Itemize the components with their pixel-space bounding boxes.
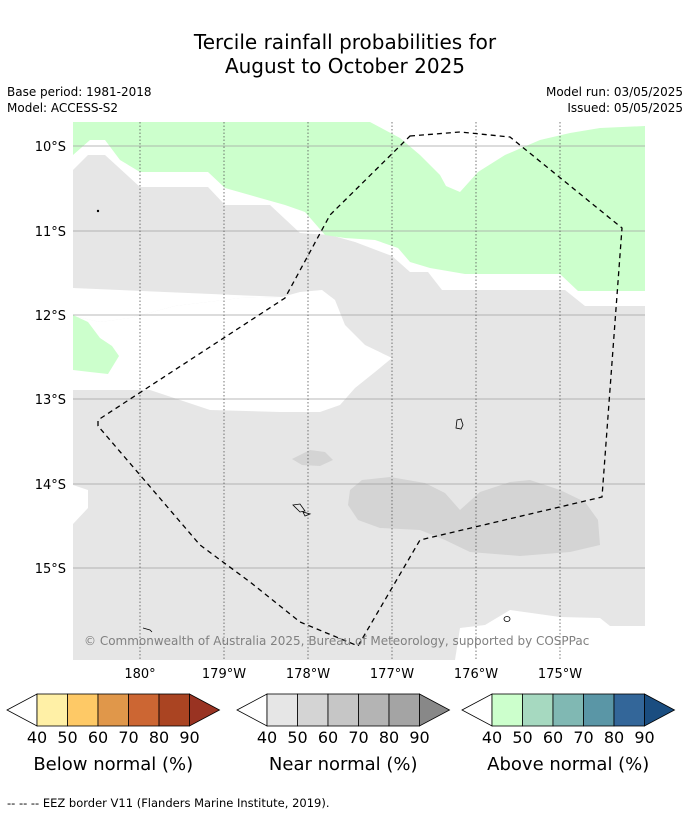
island-southwest [142, 627, 153, 633]
legend-arrow-right [644, 693, 676, 727]
meta-right: Model run: 03/05/2025 Issued: 05/05/2025 [546, 84, 683, 116]
legend-swatch [297, 693, 329, 727]
above-normal-region [73, 122, 645, 291]
lon-label-175w: 175°W [538, 667, 582, 682]
legend-arrow-left [461, 693, 493, 727]
meta-left: Base period: 1981-2018 Model: ACCESS-S2 [7, 84, 152, 116]
legend-tick-label: 90 [634, 728, 654, 747]
legend-below-normal: 40 50 60 70 80 90 Below normal (%) [6, 693, 221, 775]
legend-tick-label: 60 [318, 728, 338, 747]
legend-group: 40 50 60 70 80 90 Below normal (%) 40 50 60 70 80 90… [6, 693, 676, 775]
map-area: © Commonwealth of Australia 2025, Bureau… [73, 122, 645, 660]
lat-label-13s: 13°S [35, 393, 66, 408]
issued-text: Issued: 05/05/2025 [567, 101, 683, 115]
title-line-1: Tercile rainfall probabilities for [193, 30, 497, 54]
legend-swatch [583, 693, 615, 727]
white-gap-region [73, 290, 392, 412]
lon-label-176w: 176°W [454, 667, 498, 682]
lon-label-178w: 178°W [286, 667, 330, 682]
legend-tick-label: 60 [543, 728, 563, 747]
island-central [292, 503, 306, 513]
islands [96, 209, 511, 633]
legend-arrow-left [6, 693, 38, 727]
legend-tick-label: 70 [348, 728, 368, 747]
legend-title: Near normal (%) [269, 754, 418, 775]
legend-tick-label: 50 [512, 728, 532, 747]
legend-near-normal: 40 50 60 70 80 90 Near normal (%) [236, 693, 451, 775]
lon-labels: 180° 179°W 178°W 177°W 176°W 175°W [124, 667, 582, 682]
legend-swatch [613, 693, 645, 727]
legend-tick-label: 90 [179, 728, 199, 747]
legend-tick-label: 80 [149, 728, 169, 747]
legend-swatch [552, 693, 584, 727]
island-northeast [455, 418, 464, 430]
above-normal-patch-west [73, 315, 119, 374]
legend-tick-label: 40 [482, 728, 502, 747]
base-period-text: Base period: 1981-2018 [7, 85, 152, 99]
eez-border [97, 131, 623, 647]
legend-above-normal: 40 50 60 70 80 90 Above normal (%) [461, 693, 676, 775]
model-run-text: Model run: 03/05/2025 [545, 85, 683, 99]
legend-swatch [36, 693, 68, 727]
lon-label-179w: 179°W [202, 667, 246, 682]
lat-label-14s: 14°S [35, 478, 66, 493]
legend-swatch [266, 693, 298, 727]
legend-tick-label: 90 [409, 728, 429, 747]
legend-tick-label: 60 [88, 728, 108, 747]
legend-swatch [522, 693, 554, 727]
legend-tick-label: 40 [257, 728, 277, 747]
legend-swatch [158, 693, 190, 727]
legend-title: Below normal (%) [33, 754, 193, 775]
near-normal-patch-east [348, 477, 600, 556]
model-text: Model: ACCESS-S2 [7, 101, 119, 115]
near-normal-patch-mid [292, 450, 333, 466]
lat-label-12s: 12°S [35, 309, 66, 324]
legend-title: Above normal (%) [487, 754, 649, 775]
lat-labels: 10°S 11°S 12°S 13°S 14°S 15°S [35, 140, 66, 577]
legend-swatch [358, 693, 390, 727]
legend-tick-label: 50 [57, 728, 77, 747]
lat-label-15s: 15°S [35, 562, 66, 577]
copyright-text: © Commonwealth of Australia 2025, Bureau… [84, 634, 589, 648]
island-southeast [503, 616, 511, 622]
lon-label-177w: 177°W [370, 667, 414, 682]
map-title: Tercile rainfall probabilities for Augus… [0, 30, 690, 78]
legend-tick-label: 70 [573, 728, 593, 747]
legend-arrow-right [419, 693, 451, 727]
island-west-dot [96, 209, 100, 213]
legend-tick-label: 70 [118, 728, 138, 747]
legend-swatch [128, 693, 160, 727]
lat-label-10s: 10°S [35, 140, 66, 155]
legend-swatch [327, 693, 359, 727]
legend-arrow-right [189, 693, 221, 727]
lon-label-180: 180° [124, 667, 155, 682]
legend-tick-label: 50 [287, 728, 307, 747]
lat-gridlines [73, 145, 645, 569]
lon-gridlines [139, 122, 561, 660]
legend-swatch [67, 693, 99, 727]
legend-tick-label: 80 [604, 728, 624, 747]
lat-label-11s: 11°S [35, 225, 66, 240]
legend-tick-label: 80 [379, 728, 399, 747]
title-line-2: August to October 2025 [224, 54, 466, 78]
legend-tick-label: 40 [27, 728, 47, 747]
eez-footnote: -- -- -- EEZ border V11 (Flanders Marine… [7, 796, 330, 810]
legend-swatch [388, 693, 420, 727]
legend-swatch [97, 693, 129, 727]
legend-swatch [491, 693, 523, 727]
island-central-small [302, 511, 312, 517]
legend-arrow-left [236, 693, 268, 727]
